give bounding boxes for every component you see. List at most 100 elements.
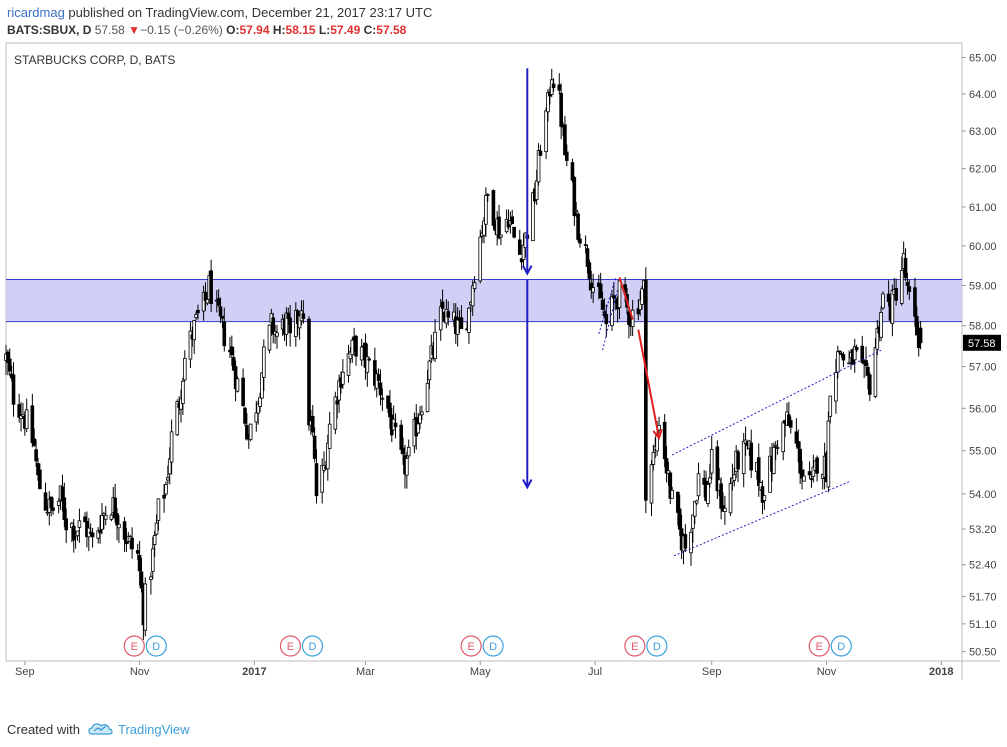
close-label: C: bbox=[363, 23, 377, 37]
candle bbox=[427, 359, 432, 390]
candle bbox=[222, 307, 227, 352]
chart-background bbox=[0, 40, 1007, 712]
candle bbox=[854, 344, 859, 353]
candle bbox=[907, 279, 912, 300]
tradingview-cloud-icon bbox=[88, 723, 113, 735]
y-tick-label: 64.00 bbox=[969, 89, 997, 101]
candle-body bbox=[835, 351, 840, 373]
price-chart[interactable]: STARBUCKS CORP, D, BATS 65.00 64.00 63.00 6… bbox=[0, 40, 1007, 712]
candle-body bbox=[7, 358, 12, 372]
earnings-letter: E bbox=[816, 641, 823, 653]
candle bbox=[913, 277, 917, 327]
candle-body bbox=[115, 513, 119, 526]
candle-body bbox=[600, 299, 605, 310]
y-tick-label: 57.00 bbox=[969, 362, 997, 374]
candle bbox=[446, 301, 451, 326]
candle-body bbox=[341, 371, 345, 385]
candle bbox=[459, 305, 464, 329]
candle-body bbox=[262, 346, 266, 378]
candle bbox=[815, 455, 819, 482]
candle-body bbox=[587, 262, 592, 280]
candle-body bbox=[557, 84, 562, 91]
candle-body bbox=[559, 92, 563, 127]
dividend-letter: D bbox=[489, 641, 497, 653]
candle-body bbox=[807, 471, 812, 476]
channel-lower-line bbox=[673, 480, 852, 557]
y-tick-label: 63.00 bbox=[969, 126, 997, 138]
candle bbox=[775, 439, 780, 455]
candle bbox=[551, 78, 556, 92]
candle-body bbox=[416, 423, 420, 434]
x-tick-label: 2018 bbox=[929, 666, 953, 678]
candle-body bbox=[689, 531, 693, 554]
candle-body bbox=[899, 270, 904, 304]
candle bbox=[879, 306, 883, 342]
candle-body bbox=[90, 532, 95, 538]
candle bbox=[314, 449, 319, 504]
candle-body bbox=[367, 358, 372, 361]
candle-body bbox=[696, 473, 701, 497]
candle-body bbox=[62, 497, 67, 520]
candle-body bbox=[563, 124, 567, 156]
candle bbox=[288, 305, 292, 347]
candle bbox=[531, 191, 535, 242]
candle-body bbox=[38, 469, 42, 490]
candle bbox=[828, 395, 833, 424]
earnings-icon bbox=[808, 635, 830, 657]
tradingview-link[interactable]: TradingView bbox=[118, 722, 190, 737]
candle bbox=[365, 344, 370, 387]
candle bbox=[209, 259, 213, 312]
candle bbox=[826, 411, 831, 493]
candle bbox=[34, 439, 38, 467]
candle bbox=[156, 498, 161, 531]
earnings-letter: E bbox=[467, 641, 474, 653]
candle bbox=[341, 359, 345, 389]
candle bbox=[591, 273, 595, 304]
candle bbox=[559, 83, 563, 140]
y-tick-label: 60.00 bbox=[969, 241, 997, 253]
candle-body bbox=[420, 411, 424, 416]
author-link[interactable]: ricardmag bbox=[7, 5, 65, 20]
candle-body bbox=[427, 360, 432, 381]
dividend-icon bbox=[482, 635, 504, 657]
candle bbox=[262, 339, 266, 391]
candle-body bbox=[301, 313, 306, 319]
y-tick-label: 54.00 bbox=[969, 489, 997, 501]
candle bbox=[866, 362, 870, 390]
candle-body bbox=[683, 534, 688, 549]
earnings-icon bbox=[624, 635, 646, 657]
candle-body bbox=[71, 525, 76, 541]
candle-body bbox=[585, 248, 590, 267]
candle bbox=[873, 337, 878, 399]
candle bbox=[918, 320, 923, 350]
candle-body bbox=[565, 151, 569, 161]
candle-body bbox=[139, 571, 144, 589]
candle-body bbox=[867, 374, 872, 395]
candle bbox=[837, 350, 842, 355]
candle-body bbox=[241, 377, 245, 407]
candle bbox=[578, 233, 582, 248]
candle bbox=[164, 481, 168, 496]
candle-body bbox=[245, 425, 249, 440]
candle-body bbox=[604, 313, 609, 325]
candle-body bbox=[491, 190, 496, 226]
earnings-letter: E bbox=[131, 641, 138, 653]
candle-body bbox=[907, 286, 912, 292]
candle bbox=[30, 393, 35, 448]
candle-body bbox=[478, 236, 483, 282]
y-tick-label: 62.00 bbox=[969, 164, 997, 176]
candle-body bbox=[335, 400, 340, 405]
candle bbox=[517, 229, 522, 255]
candle-body bbox=[781, 421, 786, 453]
candle-body bbox=[706, 484, 710, 504]
candle-body bbox=[470, 285, 475, 307]
candle-body bbox=[732, 474, 737, 481]
candle bbox=[497, 204, 501, 240]
candle-body bbox=[881, 293, 885, 309]
x-tick-label: Sep bbox=[702, 666, 722, 678]
candle-body bbox=[312, 435, 317, 459]
low-label: L: bbox=[318, 23, 331, 37]
earnings-icon bbox=[279, 635, 302, 657]
